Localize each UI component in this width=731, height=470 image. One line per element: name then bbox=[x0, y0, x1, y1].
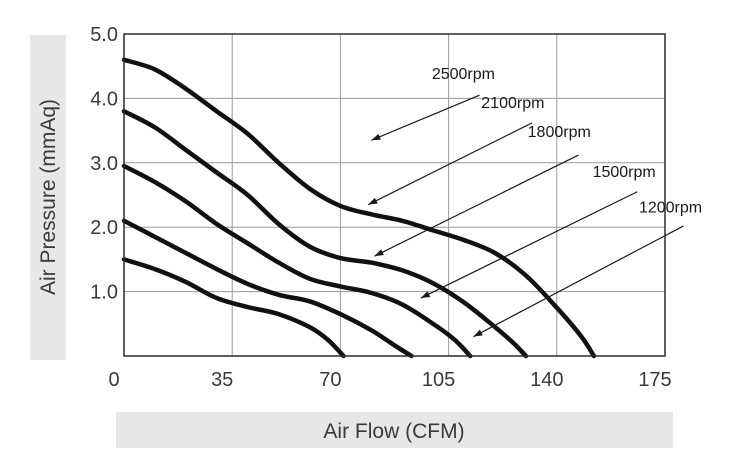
annotation-arrows bbox=[367, 94, 684, 338]
arrow-head-2500rpm bbox=[371, 133, 381, 141]
x-axis-title-band bbox=[116, 412, 673, 448]
x-tick-label: 35 bbox=[211, 369, 233, 391]
series-labels: 2500rpm 2100rpm 1800rpm 1500rpm 1200rpm bbox=[432, 66, 702, 216]
tick-labels: 0 35 70 105 140 175 1.0 2.0 3.0 4.0 5.0 bbox=[90, 24, 672, 391]
arrow-line-2100rpm bbox=[367, 122, 533, 206]
y-tick-label: 5.0 bbox=[90, 24, 118, 46]
y-axis-title: Air Pressure (mmAq) bbox=[37, 99, 60, 295]
series-line-1500rpm bbox=[121, 218, 414, 359]
arrow-head-1200rpm bbox=[473, 329, 483, 337]
arrow-head-1500rpm bbox=[420, 291, 431, 299]
x-tick-label: 175 bbox=[638, 369, 671, 391]
x-tick-label: 70 bbox=[319, 369, 341, 391]
x-axis-title: Air Flow (CFM) bbox=[323, 420, 464, 443]
series-line-1200rpm bbox=[121, 257, 346, 359]
plot-frame bbox=[123, 33, 666, 357]
series-label-1500rpm: 1500rpm bbox=[593, 164, 656, 181]
arrow-head-2100rpm bbox=[368, 197, 378, 205]
series-label-2100rpm: 2100rpm bbox=[481, 95, 544, 112]
y-tick-label: 4.0 bbox=[90, 88, 118, 110]
y-tick-label: 3.0 bbox=[90, 153, 118, 175]
y-axis-title-band bbox=[30, 35, 66, 360]
series-curves bbox=[121, 57, 597, 359]
arrow-head-1800rpm bbox=[374, 249, 384, 257]
y-tick-label: 2.0 bbox=[90, 217, 118, 239]
series-label-2500rpm: 2500rpm bbox=[432, 66, 495, 83]
arrow-line-1800rpm bbox=[374, 154, 579, 257]
series-line-2500rpm bbox=[121, 57, 597, 359]
series-label-1800rpm: 1800rpm bbox=[528, 124, 591, 141]
y-tick-label: 1.0 bbox=[90, 282, 118, 304]
series-line-1800rpm bbox=[121, 163, 473, 359]
series-line-2100rpm bbox=[121, 109, 529, 359]
x-tick-label: 105 bbox=[422, 369, 455, 391]
arrow-line-1200rpm bbox=[473, 225, 684, 338]
arrow-line-1500rpm bbox=[420, 191, 638, 299]
x-tick-label: 0 bbox=[108, 369, 119, 391]
x-tick-label: 140 bbox=[530, 369, 563, 391]
grid bbox=[123, 33, 666, 356]
series-label-1200rpm: 1200rpm bbox=[639, 199, 702, 216]
arrow-line-2500rpm bbox=[371, 94, 480, 141]
